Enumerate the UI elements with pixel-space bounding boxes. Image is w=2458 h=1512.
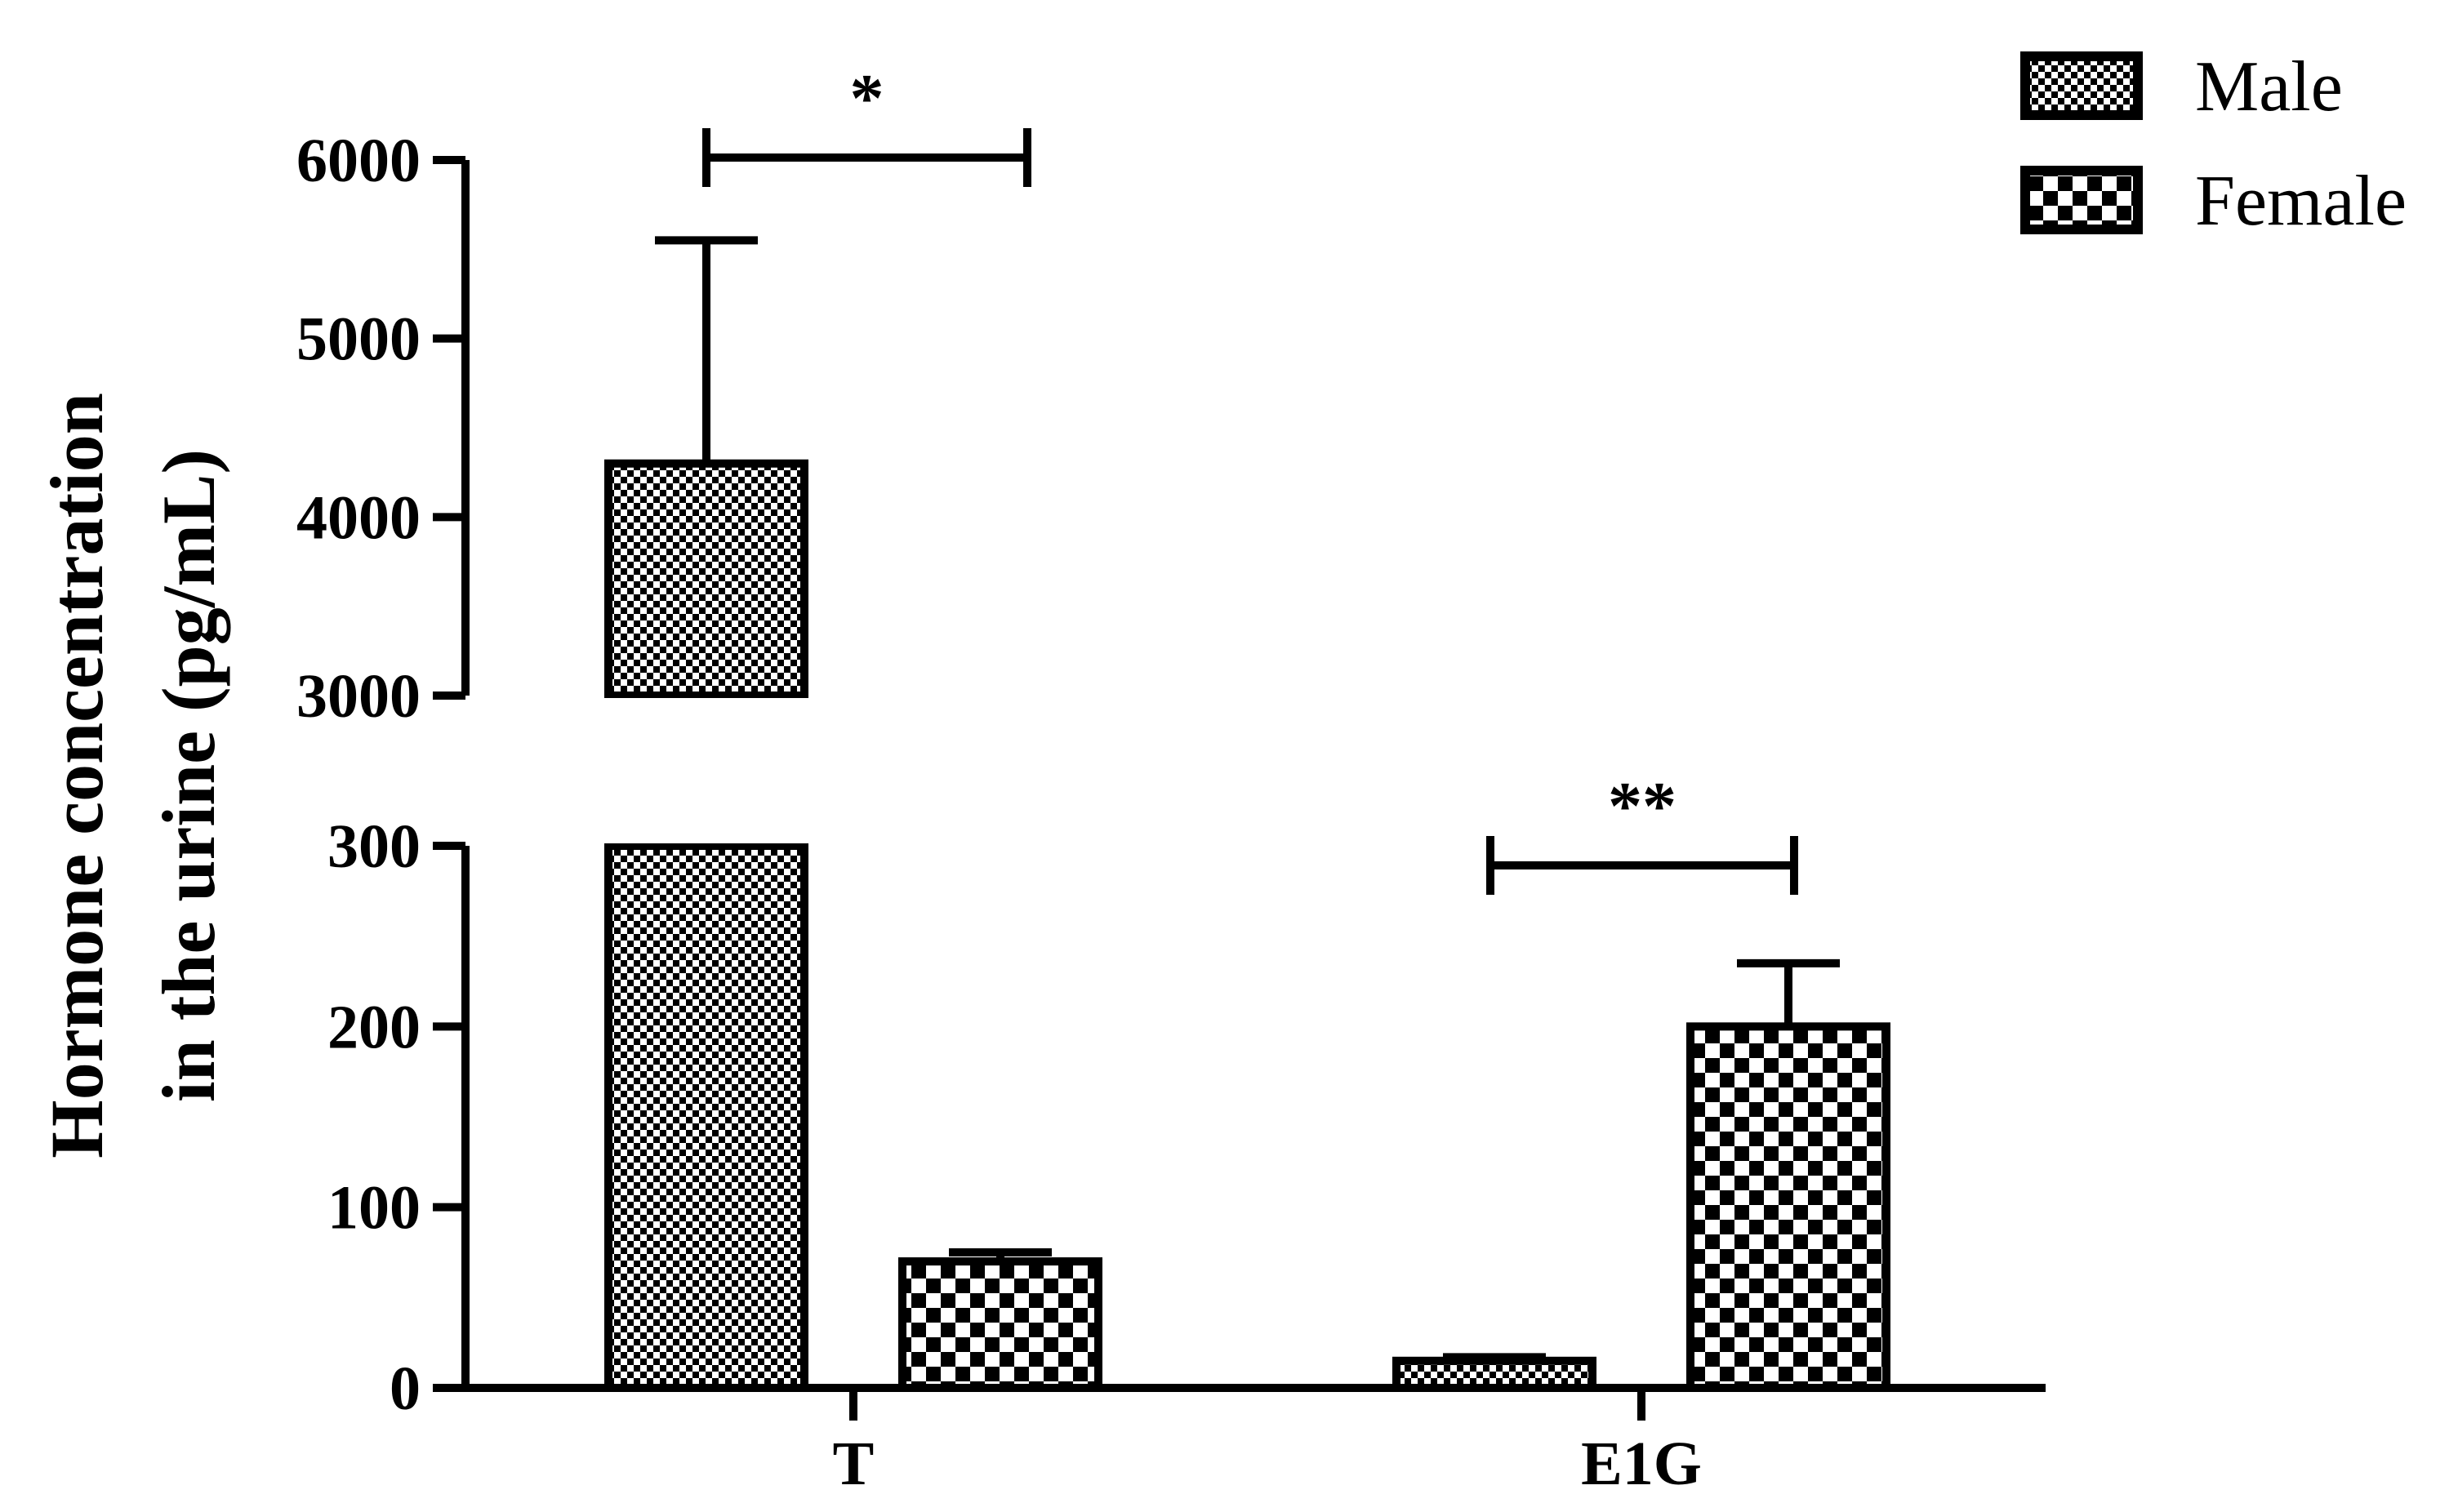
bar-male-t-upper xyxy=(604,459,808,700)
error-bars xyxy=(655,236,1840,1362)
significance-label: ** xyxy=(1608,768,1677,844)
y-tick-label: 3000 xyxy=(296,662,421,731)
axis-break-gap xyxy=(602,698,811,843)
legend: Male Female xyxy=(2020,47,2407,241)
bar-male-e1g xyxy=(1392,1356,1596,1393)
y-axis-title-line1: Hormone concentration xyxy=(35,393,118,1158)
x-tick-label: E1G xyxy=(1581,1430,1702,1498)
bar-female-t xyxy=(898,1257,1102,1392)
legend-swatch-female xyxy=(2020,166,2143,234)
bars xyxy=(602,459,1890,1393)
y-tick-label: 6000 xyxy=(296,127,421,195)
bar-female-e1g xyxy=(1686,1022,1890,1393)
y-tick-label: 0 xyxy=(390,1354,421,1423)
legend-label-male: Male xyxy=(2195,47,2343,127)
significance-label: * xyxy=(850,60,884,136)
y-tick-label: 200 xyxy=(327,993,421,1061)
significance-brackets: *** xyxy=(702,60,1798,895)
y-tick-label: 5000 xyxy=(296,305,421,374)
bar-male-t-lower xyxy=(604,842,808,1392)
x-tick-label: T xyxy=(833,1430,875,1498)
legend-label-female: Female xyxy=(2195,162,2407,241)
y-tick-label: 300 xyxy=(327,812,421,881)
y-tick-label: 4000 xyxy=(296,483,421,552)
legend-swatch-male xyxy=(2020,51,2143,120)
y-tick-label: 100 xyxy=(327,1174,421,1243)
y-axis-title-line2: in the urine (pg/mL) xyxy=(147,449,230,1102)
y-axis-title-group: Hormone concentration in the urine (pg/m… xyxy=(35,393,230,1158)
